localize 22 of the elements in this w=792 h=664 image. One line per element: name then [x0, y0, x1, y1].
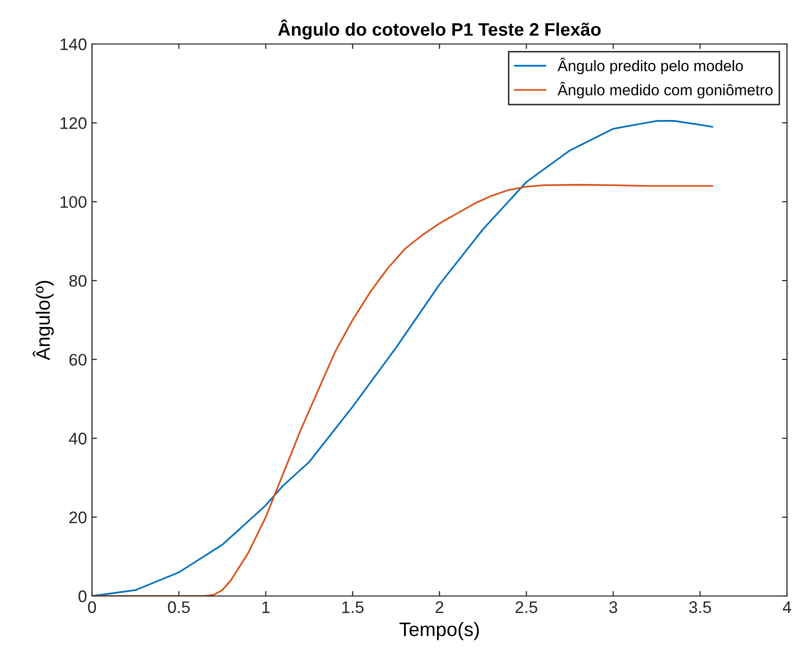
y-tick-label: 20	[69, 512, 86, 524]
y-tick-label: 40	[68, 432, 86, 444]
x-tick-label: 1.5	[342, 601, 364, 614]
y-tick-label: 140	[60, 38, 86, 50]
legend-label: Ângulo medido com goniômetro	[558, 82, 773, 98]
y-tick-label: 0	[78, 590, 86, 602]
x-tick-label: 0.5	[168, 601, 190, 614]
y-tick-label: 60	[69, 354, 86, 366]
y-tick-label: 80	[69, 274, 86, 287]
x-tick-label: 3.5	[689, 601, 712, 614]
legend-label: Ângulo predito pelo modelo	[558, 58, 743, 74]
chart-title: Ângulo do cotovelo P1 Teste 2 Flexão	[278, 19, 601, 40]
y-tick-label: 120	[60, 117, 86, 130]
x-tick-label: 2.5	[516, 601, 538, 614]
x-tick-label: 2	[436, 601, 444, 613]
y-axis-title: Ângulo(º)	[32, 280, 54, 360]
x-tick-label: 4	[782, 601, 792, 613]
y-tick-label: 100	[60, 196, 86, 208]
x-axis-title: Tempo(s)	[399, 622, 479, 640]
x-tick-label: 3	[609, 601, 618, 614]
x-tick-label: 1	[262, 601, 270, 613]
x-tick-label: 0	[88, 601, 96, 614]
